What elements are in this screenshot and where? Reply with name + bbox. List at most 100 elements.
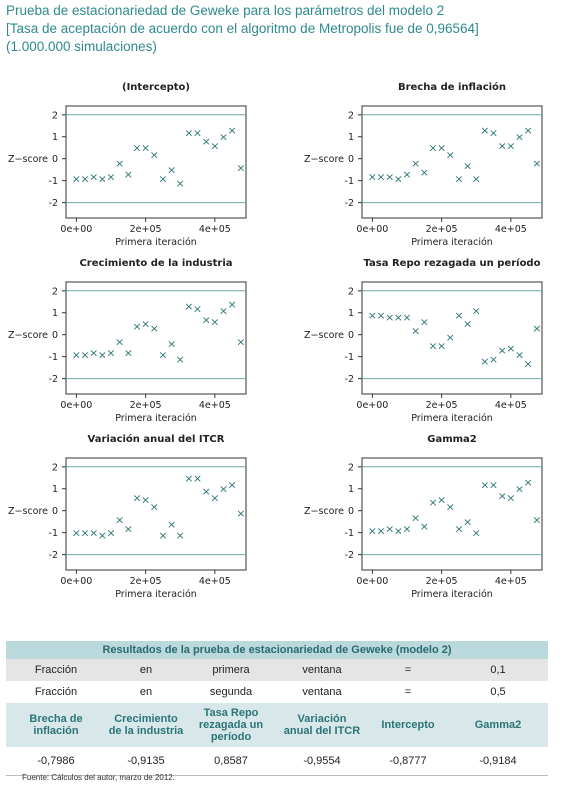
data-point: × [394,172,403,185]
data-point: × [368,524,377,537]
column-header-line: anual del ITCR [283,725,361,737]
source-note: Fuente: Cálculos del autor, marzo de 201… [22,773,175,782]
panel-title: Tasa Repo rezagada un período [364,257,541,269]
data-point: × [463,516,472,529]
data-point: × [472,305,481,318]
y-tick-label: 0 [52,330,58,341]
chart-svg: Gamma2 2 1 0 -1 -2 0e+00 2e+05 4e+05 Z−score Prime… [304,434,543,600]
data-point: × [176,177,185,190]
y-axis-label: Z−score [8,330,48,341]
data-point: × [115,513,124,526]
data-point: × [515,348,524,361]
table-row: Fracción en primera ventana = 0,1 [6,659,548,681]
y-tick-label: 1 [52,132,58,143]
panel-title: (Intercepto) [122,82,190,93]
data-point: × [420,316,429,329]
panel-title: Gamma2 [427,434,477,445]
data-point: × [202,313,211,326]
panel-title: Variación anual del ITCR [88,433,225,445]
chart-svg: Variación anual del ITCR 2 1 0 -1 -2 0e+00 2e+0… [8,433,247,600]
data-point: × [480,124,489,137]
data-point: × [106,527,115,540]
data-point: × [394,524,403,537]
data-point: × [141,494,150,507]
data-point: × [228,124,237,137]
y-tick-label: -1 [49,176,58,187]
data-point: × [124,522,133,535]
table-cell: segunda [186,681,276,703]
x-tick-label: 2e+05 [426,576,458,587]
column-header-line: período [210,731,252,743]
data-point: × [489,478,498,491]
value-cell: -0,9135 [106,747,186,776]
chart-panel-tasa-repo: Tasa Repo rezagada un período 2 1 0 -1 -2 0e+0… [296,254,546,424]
panel-title: Crecimiento de la industria [79,258,232,269]
rule-cell [6,775,548,776]
y-tick-label: 1 [52,308,58,319]
data-point: × [150,148,159,161]
chart-panel-variacion-itcr: Variación anual del ITCR 2 1 0 -1 -2 0e+00 2e+0… [0,430,250,600]
data-point: × [98,529,107,542]
table-cell: 0,5 [448,681,548,703]
data-point: × [219,483,228,496]
y-tick-label: -2 [49,374,58,385]
value-cell: -0,9554 [276,747,368,776]
figure-title: Prueba de estacionariedad de Geweke para… [6,2,558,56]
value-cell: -0,7986 [6,747,106,776]
data-point: × [124,168,133,181]
data-point: × [193,126,202,139]
panel-title: Brecha de inflación [398,81,506,93]
plot-frame [361,105,543,219]
data-point: × [480,478,489,491]
y-tick-label: 2 [348,110,354,121]
y-tick-label: 2 [52,110,58,121]
data-point: × [193,472,202,485]
table-cell: 0,1 [448,659,548,681]
data-point: × [219,305,228,318]
data-point: × [193,302,202,315]
data-point: × [532,513,541,526]
data-point: × [210,316,219,329]
chart-panel-brecha-inflacion: Brecha de inflación 2 1 0 -1 -2 0e+00 2e+05 4e+0… [296,78,546,248]
data-point: × [184,472,193,485]
data-point: × [463,318,472,331]
data-point: × [446,331,455,344]
column-header-line: rezagada un [198,719,264,731]
data-point: × [506,140,515,153]
x-tick-label: 0e+00 [356,400,388,411]
plot-frame [361,281,543,395]
x-tick-label: 0e+00 [60,576,92,587]
table-column-header-row: Brecha de inflación Crecimiento de la indu… [6,703,548,747]
x-tick-label: 0e+00 [356,576,388,587]
x-tick-label: 4e+05 [495,224,527,235]
data-point: × [446,148,455,161]
data-point: × [420,520,429,533]
data-point: × [228,298,237,311]
data-point: × [158,172,167,185]
y-tick-label: -2 [49,198,58,209]
table-cell: = [368,681,448,703]
data-point: × [420,166,429,179]
x-tick-label: 4e+05 [495,400,527,411]
data-point: × [106,346,115,359]
column-header-intercepto: Intercepto [368,703,448,747]
data-point: × [141,318,150,331]
data-point: × [428,340,437,353]
title-line-3: (1.000.000 simulaciones) [6,39,157,54]
data-point: × [210,140,219,153]
x-tick-label: 2e+05 [426,400,458,411]
x-tick-label: 4e+05 [199,400,231,411]
data-point: × [167,337,176,350]
value-cell: 0,8587 [186,747,276,776]
data-point: × [176,529,185,542]
data-point: × [498,489,507,502]
x-tick-label: 4e+05 [199,224,231,235]
data-point: × [80,172,89,185]
y-tick-label: -2 [345,374,354,385]
data-point: × [515,131,524,144]
data-point: × [437,142,446,155]
y-tick-label: 2 [348,286,354,297]
table-values-row: -0,7986 -0,9135 0,8587 -0,9554 -0,8777 -… [6,747,548,776]
y-tick-label: 0 [348,506,354,517]
data-point: × [368,309,377,322]
